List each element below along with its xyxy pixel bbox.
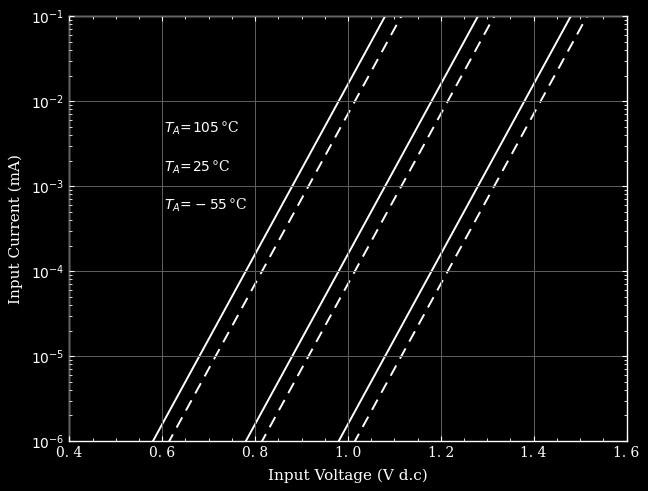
Text: $T_A\!=\!105\,\mathregular{°C}$: $T_A\!=\!105\,\mathregular{°C}$ (164, 120, 240, 137)
Text: $T_A\!=\!-55\,\mathregular{°C}$: $T_A\!=\!-55\,\mathregular{°C}$ (164, 196, 248, 214)
Text: $T_A\!=\!25\,\mathregular{°C}$: $T_A\!=\!25\,\mathregular{°C}$ (164, 158, 231, 176)
Y-axis label: Input Current (mA): Input Current (mA) (8, 154, 23, 303)
X-axis label: Input Voltage (V d.c): Input Voltage (V d.c) (268, 468, 428, 483)
